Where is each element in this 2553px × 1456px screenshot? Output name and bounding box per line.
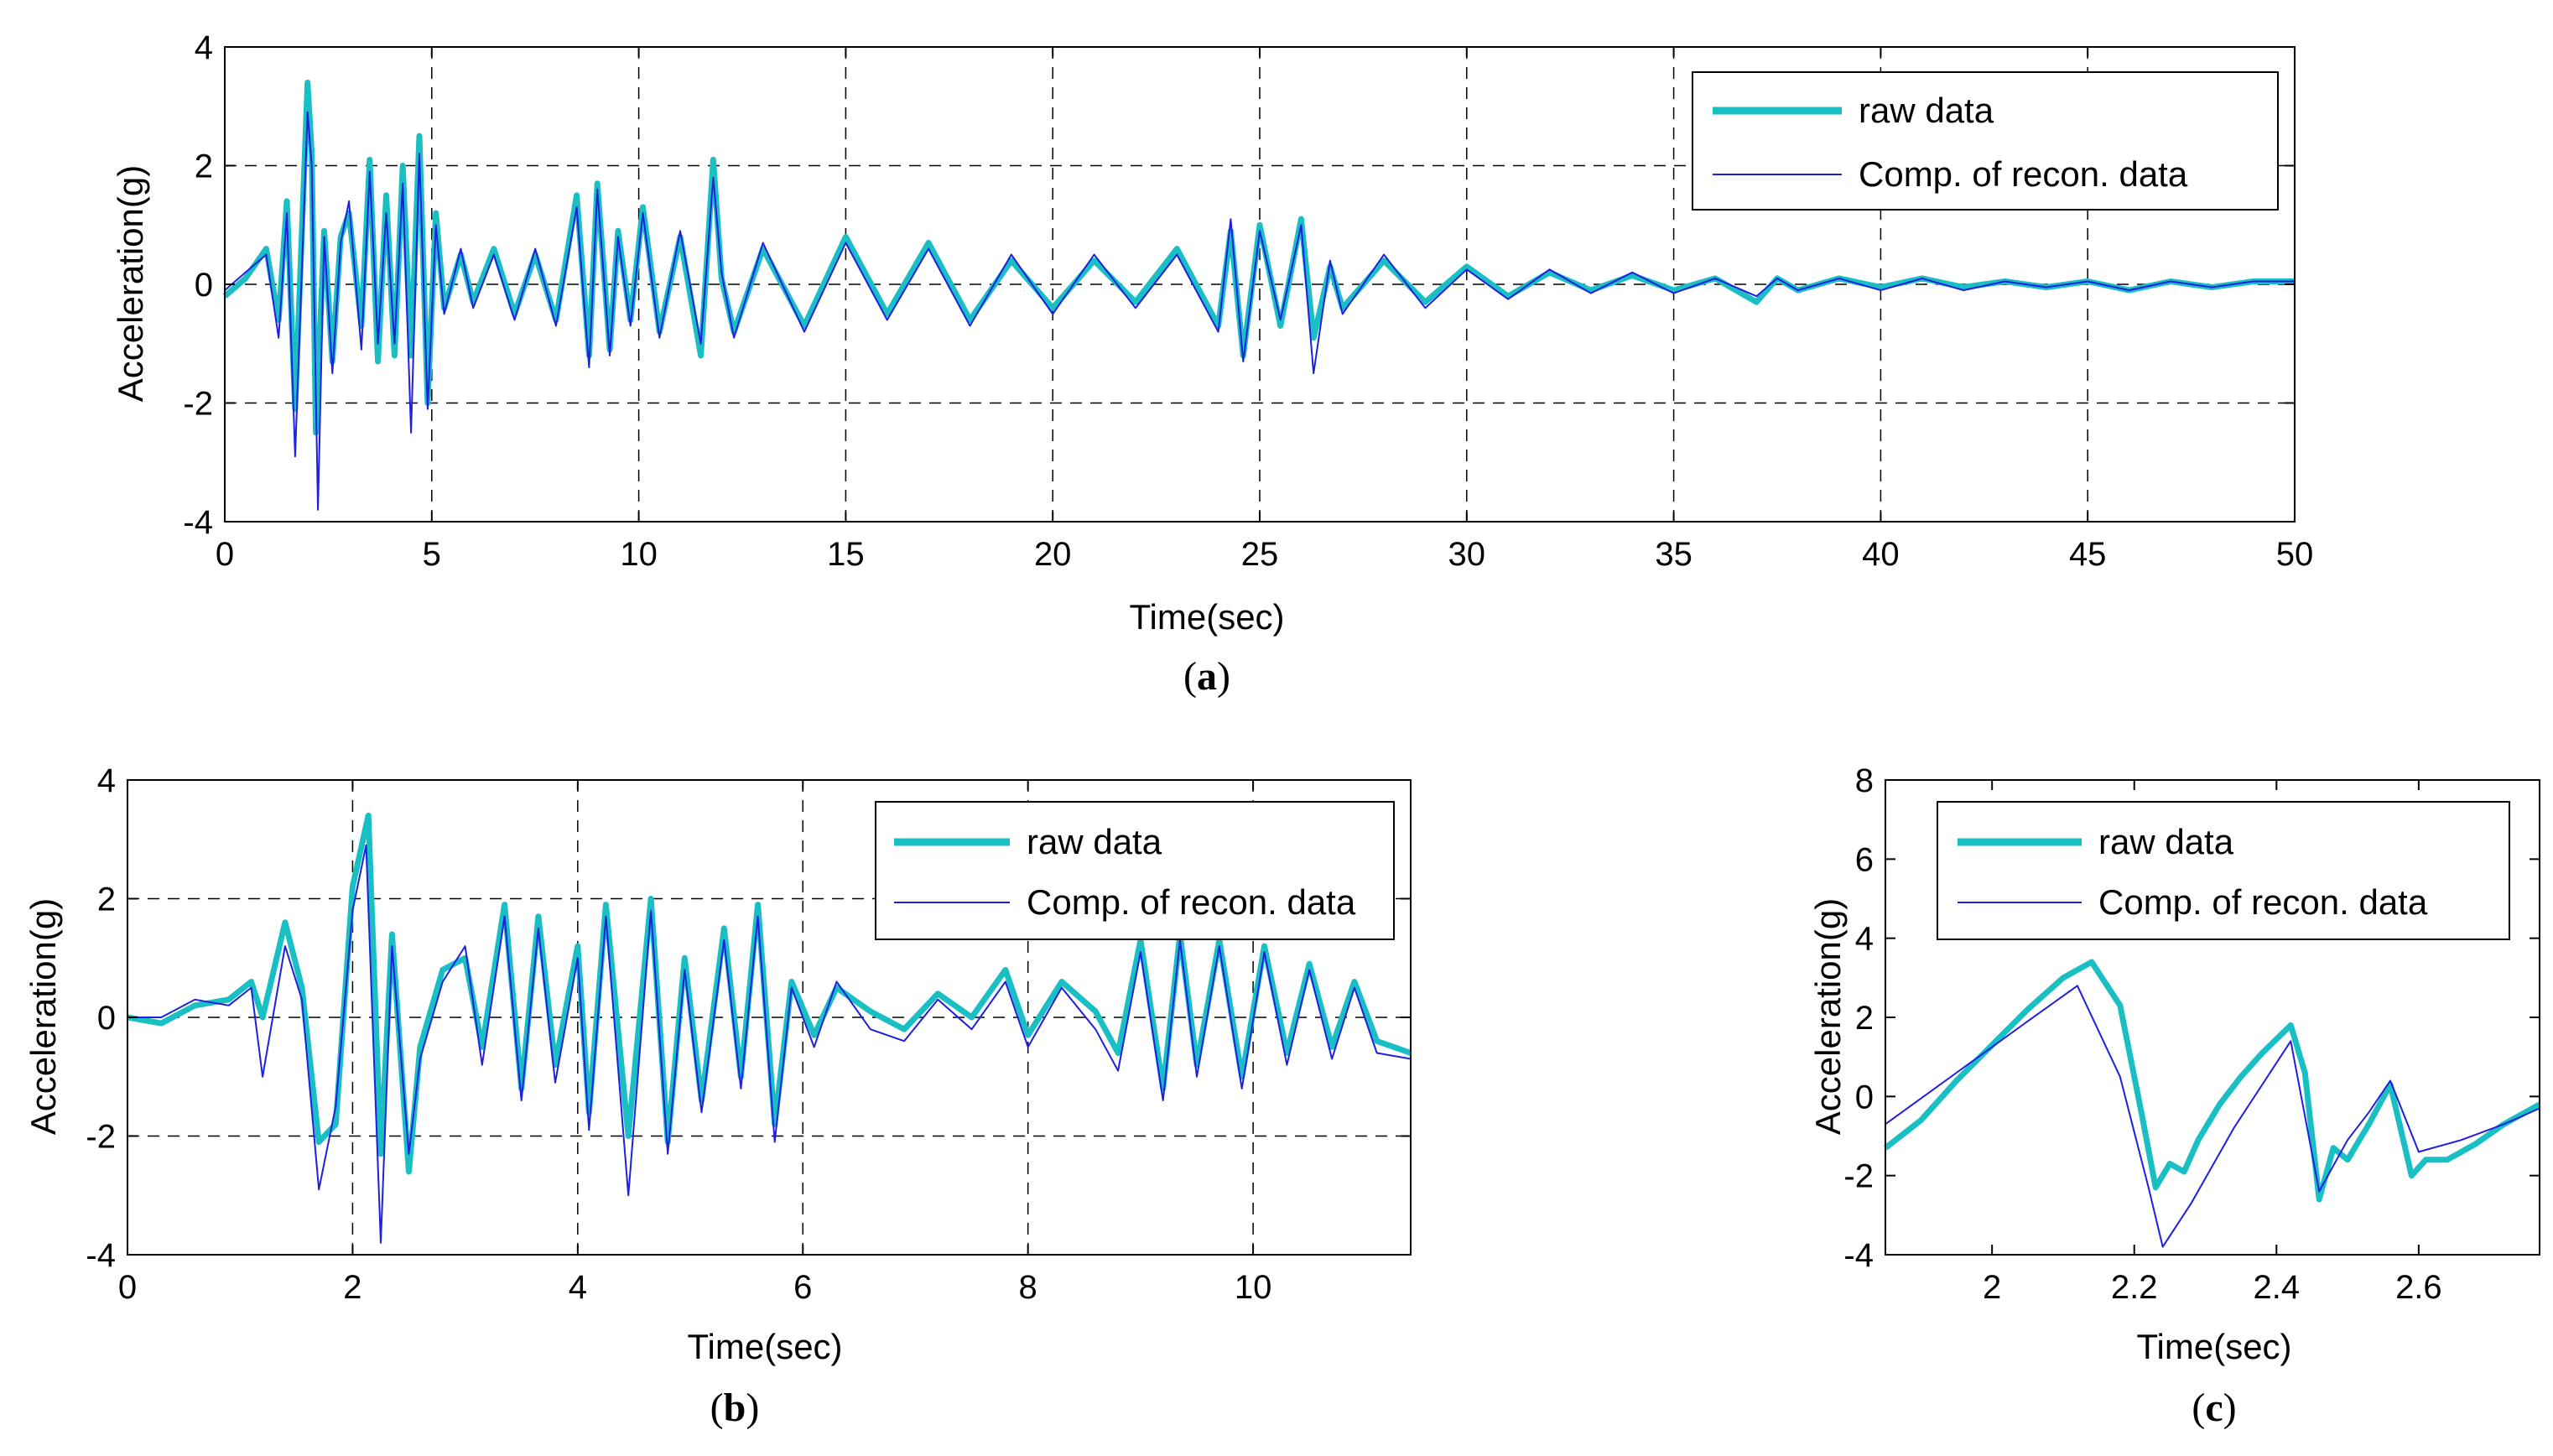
panel-b-series-raw [127, 812, 1412, 1175]
panel-a-legend-box [1692, 71, 2279, 211]
panel-c-xtick-label: 2 [1983, 1269, 2001, 1306]
panel-a-xtick-label: 10 [620, 536, 658, 573]
panel-c-legend: raw data Comp. of recon. data [1937, 801, 2510, 940]
panel-b-ytick-label: 0 [97, 1000, 116, 1037]
panel-a-xtick-label: 5 [423, 536, 441, 573]
panel-a-ytick-label: 2 [195, 148, 213, 185]
panel-b-xtick-label: 0 [118, 1269, 137, 1306]
panel-a-series-recon [224, 111, 2295, 511]
panel-b-ytick-label: -4 [86, 1237, 116, 1274]
panel-a-ytick-label: 0 [195, 267, 213, 304]
panel-a-ytick-label: -4 [183, 504, 213, 541]
panel-c-legend-box [1937, 801, 2510, 940]
panel-a-xlabel: Time(sec) [1129, 597, 1284, 637]
panel-b-ticks: 0 2 4 6 8 10 -4 -2 0 2 4 [86, 762, 1411, 1306]
panel-a-xtick-label: 25 [1241, 536, 1279, 573]
panel-b-xlabel: Time(sec) [687, 1327, 842, 1366]
panel-b-xtick-label: 6 [793, 1269, 812, 1306]
panel-c-ytick-label: 6 [1855, 841, 1874, 878]
panel-c-xlabel: Time(sec) [2136, 1327, 2291, 1366]
panel-c-series-raw [1883, 959, 2541, 1203]
panel-b-xtick-label: 10 [1235, 1269, 1272, 1306]
panel-c-xtick-label: 2.6 [2395, 1269, 2442, 1306]
panel-b-ylabel: Acceleration(g) [23, 898, 63, 1135]
panel-a-legend-recon-label: Comp. of recon. data [1859, 154, 2188, 194]
panel-c-ticks: 2 2.2 2.4 2.6 -4 -2 0 2 4 6 8 [1843, 762, 2540, 1306]
panel-a-xtick-label: 15 [827, 536, 865, 573]
panel-c-ytick-label: -2 [1843, 1158, 1874, 1195]
panel-c-xtick-label: 2.4 [2253, 1269, 2300, 1306]
panel-a-legend: raw data Comp. of recon. data [1692, 71, 2279, 211]
panel-b-ytick-label: 4 [97, 762, 116, 799]
panel-c-ytick-label: 2 [1855, 1000, 1874, 1037]
panel-b-legend-recon-label: Comp. of recon. data [1027, 882, 1356, 922]
panel-a-xtick-label: 50 [2276, 536, 2314, 573]
panel-c-legend-recon-label: Comp. of recon. data [2098, 882, 2428, 922]
panel-a-xtick-label: 35 [1655, 536, 1692, 573]
panel-a: 0 5 10 15 20 25 30 35 40 45 50 -4 -2 0 2 4 Time(sec) Ac… [111, 29, 2313, 699]
panel-a-ticks: 0 5 10 15 20 25 30 35 40 45 50 -4 -2 0 2 4 [183, 29, 2313, 573]
panel-b-legend: raw data Comp. of recon. data [875, 801, 1395, 940]
panel-a-grid [225, 47, 2295, 522]
panel-a-series [222, 79, 2295, 511]
panel-c-ylabel: Acceleration(g) [1808, 898, 1848, 1135]
panel-a-xtick-label: 0 [216, 536, 234, 573]
panel-a-xtick-label: 40 [1862, 536, 1900, 573]
panel-a-caption: (a) [1183, 654, 1230, 699]
panel-a-ytick-label: 4 [195, 29, 213, 66]
panel-a-xtick-label: 20 [1034, 536, 1072, 573]
panel-b-xtick-label: 8 [1019, 1269, 1037, 1306]
panel-b-legend-box [875, 801, 1395, 940]
panel-b-xtick-label: 4 [569, 1269, 587, 1306]
panel-b-legend-raw-label: raw data [1027, 822, 1162, 861]
panel-b: 0 2 4 6 8 10 -4 -2 0 2 4 Time(sec) Acceleration(g)… [23, 762, 1412, 1430]
panel-b-xtick-label: 2 [343, 1269, 361, 1306]
panel-b-caption: (b) [710, 1386, 760, 1430]
panel-c-ytick-label: 4 [1855, 921, 1874, 958]
panel-b-ytick-label: 2 [97, 881, 116, 918]
panel-a-xtick-label: 30 [1448, 536, 1486, 573]
panel-c-xtick-label: 2.2 [2111, 1269, 2158, 1306]
panel-a-xtick-label: 45 [2069, 536, 2107, 573]
panel-c-series [1883, 959, 2541, 1248]
panel-c: 2 2.2 2.4 2.6 -4 -2 0 2 4 6 8 Time(sec) Accelerati… [1808, 762, 2541, 1430]
panel-b-series-recon [127, 844, 1412, 1244]
panel-c-legend-raw-label: raw data [2098, 822, 2234, 861]
panel-a-legend-raw-label: raw data [1859, 91, 1994, 130]
panel-c-series-recon [1885, 985, 2540, 1248]
panel-b-ytick-label: -2 [86, 1119, 116, 1156]
panel-c-ytick-label: 0 [1855, 1079, 1874, 1115]
panel-a-ytick-label: -2 [183, 386, 213, 423]
panel-c-ytick-label: 8 [1855, 762, 1874, 799]
panel-c-ytick-label: -4 [1843, 1237, 1874, 1274]
panel-c-caption: (c) [2192, 1386, 2236, 1430]
panel-b-series [127, 812, 1412, 1244]
panel-a-ylabel: Acceleration(g) [111, 165, 150, 402]
